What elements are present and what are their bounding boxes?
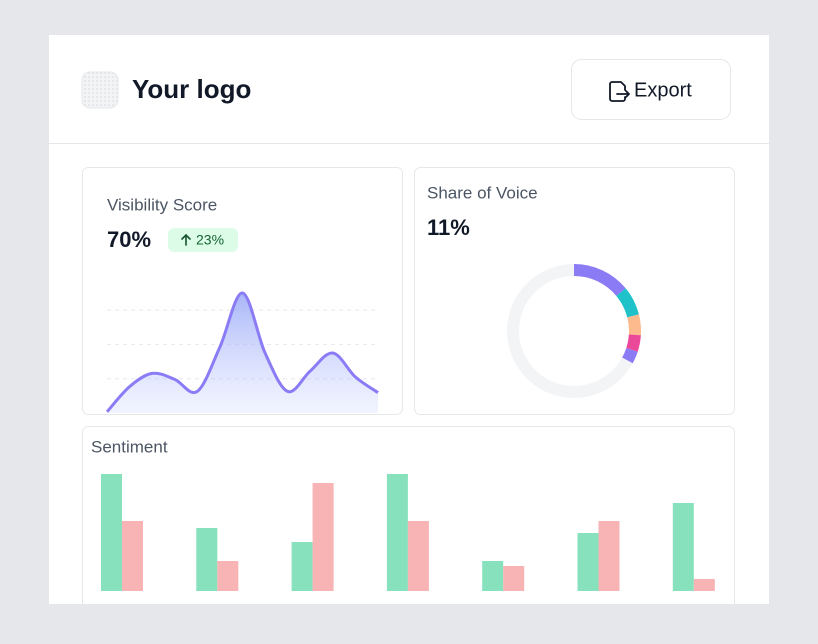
- bar: [407, 521, 429, 591]
- bar: [217, 561, 239, 591]
- export-label[interactable]: Export: [634, 79, 692, 101]
- donut-segment: [616, 288, 639, 318]
- donut-segment: [626, 334, 641, 352]
- metric-value: 70%: [107, 227, 151, 252]
- frame-bottom: [0, 604, 818, 639]
- line: [105, 291, 379, 413]
- export-button[interactable]: Export: [571, 59, 731, 120]
- bar: [101, 474, 122, 591]
- bar: [122, 521, 143, 591]
- visibility-card: [82, 167, 403, 415]
- export-button-bg[interactable]: [571, 59, 731, 120]
- bar: [196, 528, 218, 591]
- bar: [312, 483, 334, 591]
- logo-text: Your logo: [132, 74, 251, 104]
- area: [107, 292, 378, 413]
- bar: [482, 561, 504, 591]
- metric-value: 11%: [427, 215, 470, 240]
- logo-placeholder: [81, 71, 119, 109]
- bar: [693, 579, 715, 591]
- card-title: Visibility Score: [107, 195, 217, 214]
- bar: [672, 503, 694, 591]
- donut-segment: [627, 314, 641, 336]
- bar: [291, 542, 313, 591]
- bar: [386, 474, 408, 591]
- donut-segment: [573, 264, 626, 297]
- bar: [598, 521, 620, 591]
- card-title: Share of Voice: [427, 183, 538, 202]
- card-title: Sentiment: [91, 437, 168, 456]
- up-arrow: [181, 233, 191, 246]
- share-card: [414, 167, 735, 415]
- donut-segment: [622, 347, 638, 364]
- change-value: 23%: [196, 232, 224, 248]
- bar: [577, 533, 599, 591]
- export-icon[interactable]: [609, 81, 630, 102]
- bar: [503, 566, 525, 591]
- change-badge: [168, 228, 238, 252]
